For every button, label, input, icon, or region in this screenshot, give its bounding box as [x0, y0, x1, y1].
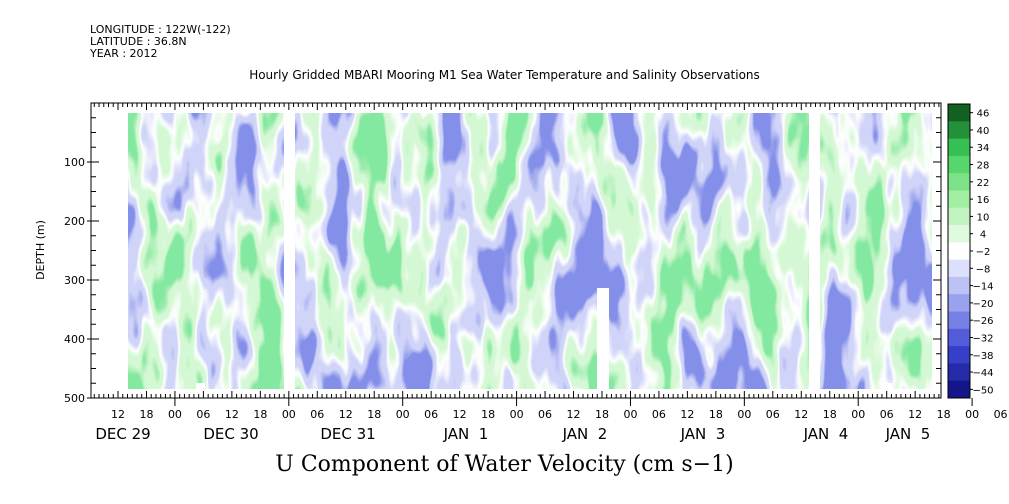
colorbar-label: 40 [977, 126, 990, 137]
x-hour-label: 06 [652, 408, 666, 421]
x-hour-label: 00 [510, 408, 524, 421]
x-hour-label: 00 [396, 408, 410, 421]
colorbar-label: −50 [972, 385, 993, 396]
x-hour-label: 06 [196, 408, 210, 421]
x-hour-label: 18 [367, 408, 381, 421]
colorbar-label: −26 [972, 316, 993, 327]
x-hour-label: 00 [282, 408, 296, 421]
colorbar-label: −32 [972, 333, 993, 344]
data-gap-jan2 [597, 288, 609, 390]
colorbar-label: 22 [977, 178, 990, 189]
velocity-field-image [128, 113, 932, 389]
colorbar-swatch [948, 259, 970, 278]
x-hour-label: 06 [766, 408, 780, 421]
x-hour-label: 18 [481, 408, 495, 421]
colorbar-label: −2 [976, 247, 991, 258]
colorbar-label: −44 [972, 368, 993, 379]
x-hour-label: 00 [851, 408, 865, 421]
colorbar-swatch [948, 121, 970, 140]
colorbar-label: 10 [977, 212, 990, 223]
y-tick-label: 300 [64, 274, 85, 287]
x-hour-label: 12 [567, 408, 581, 421]
longitude-label: LONGITUDE : 122W(-122) [90, 23, 231, 36]
colorbar-label: 34 [977, 143, 990, 154]
x-hour-label: 12 [794, 408, 808, 421]
colorbar-label: −8 [976, 264, 991, 275]
colorbar: 46 40 34 28 22 16 10 4 −2 −8 −14 −20 −26 −32 −38 −44 −50 [947, 103, 994, 399]
colorbar-swatch [948, 380, 970, 399]
x-hour-label: 18 [595, 408, 609, 421]
x-hour-label: 06 [994, 408, 1008, 421]
colorbar-swatch [948, 311, 970, 330]
x-hour-label: 18 [709, 408, 723, 421]
year-label: YEAR : 2012 [90, 47, 158, 60]
y-tick-label: 200 [64, 215, 85, 228]
x-hour-label: 12 [908, 408, 922, 421]
latitude-label: LATITUDE : 36.8N [90, 35, 187, 48]
x-hour-label: 18 [253, 408, 267, 421]
x-hour-label: 00 [623, 408, 637, 421]
x-day-label: JAN 5 [885, 425, 931, 443]
colorbar-swatch [948, 294, 970, 313]
colorbar-swatch [948, 190, 970, 209]
colorbar-label: 4 [980, 230, 986, 241]
y-tick-label: 500 [64, 392, 85, 405]
x-hour-label: 18 [823, 408, 837, 421]
colorbar-swatch [948, 173, 970, 191]
x-hour-label: 00 [737, 408, 751, 421]
data-gap-small-1 [196, 383, 205, 391]
x-axis-title: U Component of Water Velocity (cm s−1) [275, 452, 734, 477]
y-axis-title: DEPTH (m) [34, 220, 47, 280]
x-day-label: DEC 29 [95, 425, 150, 443]
colorbar-swatch [948, 138, 970, 157]
colorbar-label: 28 [977, 161, 990, 172]
colorbar-swatch [948, 225, 970, 243]
x-day-label: JAN 1 [443, 425, 489, 443]
x-day-label: DEC 31 [320, 425, 375, 443]
x-hour-label: 06 [538, 408, 552, 421]
colorbar-label: −38 [972, 351, 993, 362]
chart-title: Hourly Gridded MBARI Mooring M1 Sea Wate… [249, 68, 760, 82]
colorbar-swatch [948, 104, 970, 122]
colorbar-label: 16 [977, 195, 990, 206]
colorbar-label: 46 [977, 109, 990, 120]
x-day-label: JAN 2 [562, 425, 608, 443]
x-day-label: JAN 4 [803, 425, 849, 443]
colorbar-label: −20 [972, 299, 993, 310]
x-hour-label: 06 [424, 408, 438, 421]
x-day-label: JAN 3 [680, 425, 726, 443]
x-hour-label: 06 [310, 408, 324, 421]
x-hour-label: 00 [168, 408, 182, 421]
x-hour-label: 18 [139, 408, 153, 421]
x-hour-label: 12 [339, 408, 353, 421]
colorbar-swatch [948, 346, 970, 364]
x-hour-label: 06 [880, 408, 894, 421]
y-tick-label: 400 [64, 333, 85, 346]
x-day-label: DEC 30 [203, 425, 258, 443]
colorbar-swatch [948, 363, 970, 382]
y-tick-label: 100 [64, 156, 85, 169]
colorbar-swatch [948, 328, 970, 347]
data-gaps [196, 111, 892, 391]
x-hour-label: 18 [937, 408, 951, 421]
x-axis: 12 18 00 06 12 18 00 06 12 18 00 06 12 18 00 06 12 18 00 06… [93, 103, 1008, 443]
x-hour-label: 12 [111, 408, 125, 421]
colorbar-swatch [948, 155, 970, 174]
x-hour-label: 00 [965, 408, 979, 421]
colorbar-swatch [948, 242, 970, 261]
data-gap-small-2 [883, 383, 892, 391]
x-hour-label: 12 [453, 408, 467, 421]
y-axis: 100 200 300 400 500 [64, 117, 941, 405]
data-gap-2 [809, 111, 820, 391]
x-hour-label: 12 [225, 408, 239, 421]
colorbar-swatch [948, 207, 970, 226]
velocity-field [128, 113, 932, 389]
colorbar-label: −14 [972, 282, 993, 293]
x-hour-label: 12 [680, 408, 694, 421]
colorbar-swatch [948, 276, 970, 295]
data-gap-1 [284, 111, 295, 391]
